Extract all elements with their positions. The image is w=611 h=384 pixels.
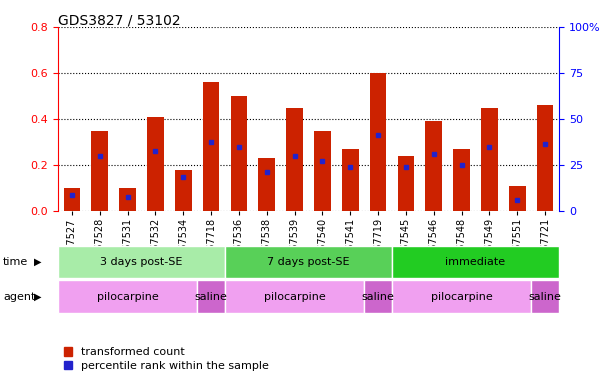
Bar — [537, 105, 554, 211]
Text: saline: saline — [362, 291, 395, 302]
Text: time: time — [3, 257, 28, 267]
Bar — [287, 108, 303, 211]
Bar — [398, 156, 414, 211]
Bar — [64, 188, 80, 211]
Bar — [425, 121, 442, 211]
Bar — [258, 158, 275, 211]
Legend: transformed count, percentile rank within the sample: transformed count, percentile rank withi… — [64, 347, 269, 371]
Bar — [225, 246, 392, 278]
Bar — [392, 246, 559, 278]
Bar — [531, 280, 559, 313]
Bar — [175, 170, 192, 211]
Bar — [392, 280, 531, 313]
Bar — [197, 280, 225, 313]
Text: saline: saline — [195, 291, 227, 302]
Text: pilocarpine: pilocarpine — [431, 291, 492, 302]
Text: 7 days post-SE: 7 days post-SE — [267, 257, 350, 267]
Bar — [147, 117, 164, 211]
Text: immediate: immediate — [445, 257, 506, 267]
Text: 3 days post-SE: 3 days post-SE — [100, 257, 183, 267]
Bar — [481, 108, 498, 211]
Bar — [230, 96, 247, 211]
Bar — [203, 82, 219, 211]
Bar — [119, 188, 136, 211]
Bar — [342, 149, 359, 211]
Bar — [370, 73, 387, 211]
Bar — [314, 131, 331, 211]
Bar — [453, 149, 470, 211]
Text: pilocarpine: pilocarpine — [264, 291, 326, 302]
Text: agent: agent — [3, 291, 35, 302]
Bar — [509, 186, 525, 211]
Bar — [58, 246, 225, 278]
Bar — [58, 280, 197, 313]
Bar — [364, 280, 392, 313]
Bar — [92, 131, 108, 211]
Text: ▶: ▶ — [34, 291, 41, 302]
Text: ▶: ▶ — [34, 257, 41, 267]
Text: GDS3827 / 53102: GDS3827 / 53102 — [58, 13, 181, 27]
Text: pilocarpine: pilocarpine — [97, 291, 158, 302]
Bar — [225, 280, 364, 313]
Text: saline: saline — [529, 291, 562, 302]
